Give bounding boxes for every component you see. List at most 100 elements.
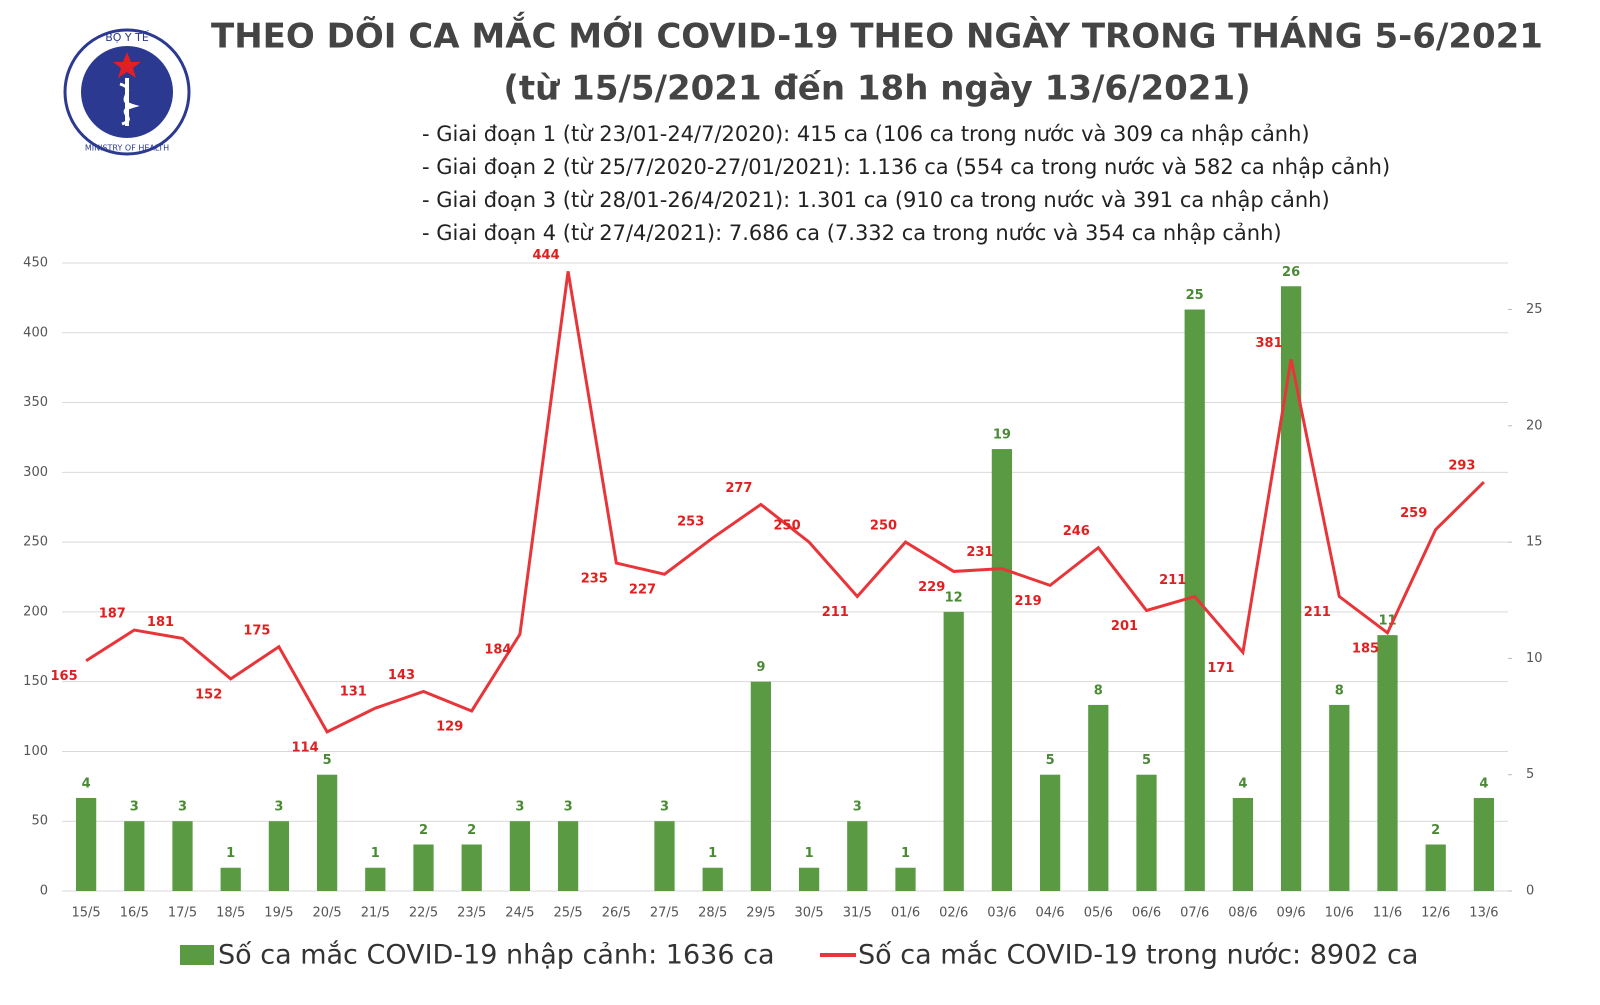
bar — [268, 821, 290, 891]
bar-value-label: 2 — [419, 823, 428, 838]
bar — [895, 867, 916, 891]
note: - Giai đoạn 1 (từ 23/01-24/7/2020): 415 … — [422, 122, 1310, 146]
bar-value-label: 4 — [1479, 776, 1488, 791]
y-tick-label: 100 — [23, 744, 48, 759]
line-value-label: 184 — [484, 643, 511, 658]
bar-value-label: 25 — [1186, 288, 1204, 303]
y-tick-label: 450 — [23, 256, 48, 271]
bar-value-label: 1 — [901, 846, 910, 861]
bar-value-label: 26 — [1282, 265, 1300, 280]
x-tick-label: 02/6 — [939, 906, 968, 921]
legend-swatch — [180, 945, 214, 965]
legend-label: Số ca mắc COVID-19 nhập cảnh: 1636 ca — [218, 940, 775, 971]
x-tick-label: 10/6 — [1325, 906, 1354, 921]
logo-top: BỘ Y TẾ — [105, 30, 149, 44]
line-value-label: 185 — [1352, 641, 1379, 656]
line-value-label: 293 — [1448, 459, 1475, 474]
bar — [75, 797, 97, 891]
bar — [1088, 704, 1109, 891]
bar — [991, 449, 1013, 891]
bar-value-label: 1 — [708, 846, 717, 861]
line-value-label: 277 — [725, 481, 752, 496]
line-value-label: 231 — [966, 545, 993, 560]
y-tick-label: 150 — [23, 674, 48, 689]
bar — [1039, 774, 1061, 891]
x-tick-label: 26/5 — [602, 906, 631, 921]
y2-tick-label: 25 — [1526, 302, 1543, 317]
x-tick-label: 01/6 — [891, 906, 920, 921]
bar-value-label: 8 — [1094, 683, 1103, 698]
x-tick-label: 15/5 — [71, 906, 100, 921]
x-tick-label: 30/5 — [794, 906, 823, 921]
x-tick-label: 21/5 — [361, 906, 390, 921]
line-value-label: 181 — [147, 615, 174, 630]
bar-value-label: 2 — [1431, 823, 1440, 838]
bar — [702, 867, 723, 891]
bar-value-label: 5 — [1142, 753, 1151, 768]
bar — [413, 844, 434, 891]
line-value-label: 381 — [1256, 336, 1283, 351]
x-tick-label: 03/6 — [987, 906, 1016, 921]
x-tick-label: 22/5 — [409, 906, 438, 921]
y2-tick-label: 5 — [1526, 767, 1534, 782]
bar — [1184, 309, 1205, 891]
logo-bottom: MINISTRY OF HEALTH — [85, 144, 169, 153]
y2-tick-label: 15 — [1526, 535, 1543, 550]
line-value-label: 246 — [1063, 524, 1090, 539]
y2-tick-label: 10 — [1526, 651, 1543, 666]
x-tick-label: 12/6 — [1421, 906, 1450, 921]
x-tick-label: 29/5 — [746, 906, 775, 921]
bar-value-label: 3 — [564, 800, 573, 815]
bar — [172, 821, 193, 891]
line-value-label: 227 — [629, 583, 656, 598]
line-value-label: 219 — [1015, 594, 1042, 609]
bar-value-label: 5 — [1046, 753, 1055, 768]
bar — [1280, 286, 1302, 891]
x-tick-label: 31/5 — [843, 906, 872, 921]
bar-value-label: 3 — [515, 800, 524, 815]
bar — [316, 774, 338, 891]
line-value-label: 171 — [1207, 661, 1234, 676]
x-tick-label: 25/5 — [553, 906, 582, 921]
y-tick-label: 200 — [23, 604, 48, 619]
bar — [1136, 774, 1157, 891]
bar — [1377, 635, 1398, 891]
x-tick-label: 07/6 — [1180, 906, 1209, 921]
x-tick-label: 13/6 — [1469, 906, 1498, 921]
note: - Giai đoạn 4 (từ 27/4/2021): 7.686 ca (… — [422, 221, 1282, 245]
logo: BỘ Y TẾ MINISTRY OF HEALTH — [63, 28, 191, 156]
bar-value-label: 1 — [371, 846, 380, 861]
line-value-label: 211 — [1304, 605, 1331, 620]
x-tick-label: 11/6 — [1373, 906, 1402, 921]
x-tick-label: 24/5 — [505, 906, 534, 921]
bar — [557, 821, 579, 891]
bar — [943, 611, 964, 891]
line-value-label: 211 — [1159, 573, 1186, 588]
x-tick-label: 18/5 — [216, 906, 245, 921]
x-tick-label: 08/6 — [1228, 906, 1257, 921]
line-value-label: 201 — [1111, 619, 1138, 634]
bar — [798, 867, 820, 891]
bar-value-label: 4 — [1238, 776, 1247, 791]
x-tick-label: 09/6 — [1276, 906, 1305, 921]
y-tick-label: 400 — [23, 325, 48, 340]
line-value-label: 131 — [340, 685, 367, 700]
x-tick-label: 04/6 — [1035, 906, 1064, 921]
bar — [1473, 797, 1495, 891]
bar — [750, 681, 772, 891]
line-value-label: 235 — [581, 572, 608, 587]
bar — [654, 821, 675, 891]
bar-value-label: 3 — [274, 800, 283, 815]
bar-value-label: 3 — [130, 800, 139, 815]
bar-value-label: 3 — [853, 800, 862, 815]
line-value-label: 444 — [533, 248, 560, 263]
x-tick-label: 27/5 — [650, 906, 679, 921]
x-tick-label: 17/5 — [168, 906, 197, 921]
bar-value-label: 8 — [1335, 683, 1344, 698]
bar — [365, 867, 386, 891]
line-value-label: 259 — [1400, 506, 1427, 521]
bar — [1232, 797, 1254, 891]
note: - Giai đoạn 2 (từ 25/7/2020-27/01/2021):… — [422, 155, 1390, 179]
bar — [509, 821, 531, 891]
